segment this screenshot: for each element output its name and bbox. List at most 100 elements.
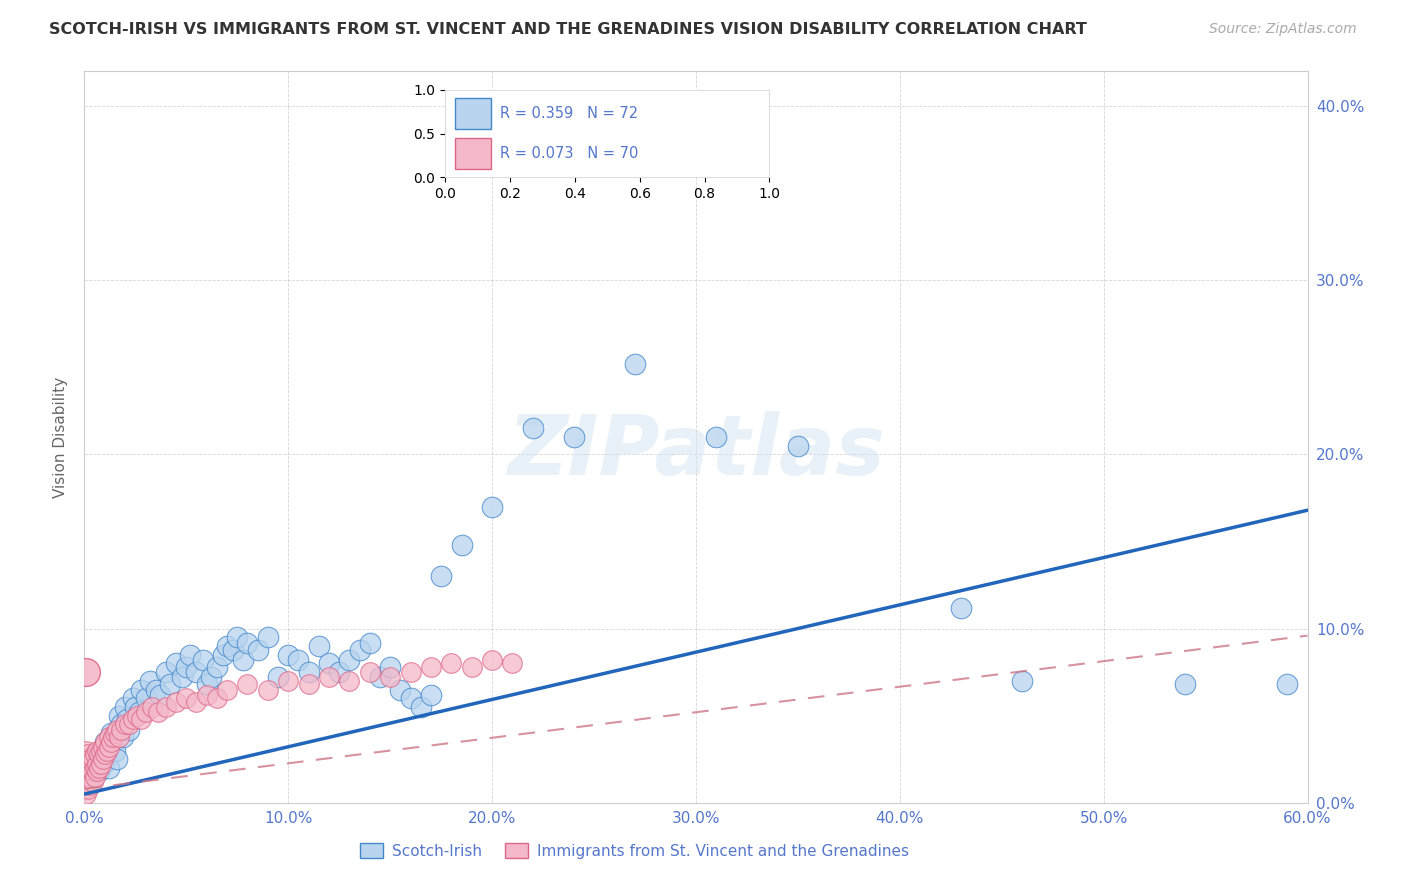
Point [114,700,136,714]
Point [318,657,340,671]
Point [430,569,453,583]
Point [114,717,136,731]
Point [110,717,132,731]
Text: SCOTCH-IRISH VS IMMIGRANTS FROM ST. VINCENT AND THE GRENADINES VISION DISABILITY: SCOTCH-IRISH VS IMMIGRANTS FROM ST. VINC… [49,22,1087,37]
Point [267,670,290,684]
Point [83,752,105,766]
Point [96,743,118,757]
Point [82,764,104,779]
Point [91,757,114,772]
Point [131,682,153,697]
Point [339,653,361,667]
Point [257,631,280,645]
Point [481,500,503,514]
Point [75,665,97,680]
Point [87,761,110,775]
Point [359,635,381,649]
Point [91,752,114,766]
Point [205,691,228,706]
Point [155,665,177,680]
Point [77,775,100,789]
Point [179,648,201,662]
Y-axis label: Vision Disability: Vision Disability [53,376,69,498]
Point [79,770,101,784]
Point [380,670,402,684]
Point [128,705,150,719]
Point [96,747,118,761]
Point [131,712,153,726]
Point [1174,677,1197,691]
Point [212,648,235,662]
Point [100,735,122,749]
Legend: Scotch-Irish, Immigrants from St. Vincent and the Grenadines: Scotch-Irish, Immigrants from St. Vincen… [354,837,915,864]
Point [97,730,120,744]
Point [83,761,105,775]
Point [172,670,194,684]
Point [389,682,412,697]
Point [105,752,128,766]
Point [79,778,101,792]
Point [440,657,463,671]
Point [217,682,239,697]
Point [236,677,259,691]
Point [298,677,321,691]
Point [624,357,647,371]
Point [339,673,361,688]
Point [174,691,197,706]
Point [277,648,299,662]
Point [191,653,214,667]
Point [420,660,443,674]
Point [82,752,104,766]
Point [298,665,321,680]
Point [77,781,100,796]
Point [236,635,259,649]
Point [138,673,160,688]
Point [75,778,97,792]
Point [86,743,108,757]
Point [246,642,269,657]
Point [79,761,101,775]
Point [93,735,115,749]
Point [101,730,124,744]
Point [115,712,138,726]
Point [222,642,245,657]
Point [97,761,120,775]
Point [359,665,381,680]
Point [86,757,108,772]
Point [502,657,524,671]
Point [141,700,163,714]
Point [205,660,228,674]
Point [124,700,146,714]
Point [159,677,181,691]
Point [308,639,330,653]
Point [1011,673,1033,688]
Point [349,642,371,657]
Point [90,757,112,772]
Point [232,653,254,667]
Point [75,761,97,775]
Point [79,752,101,766]
Point [135,705,157,719]
Point [97,740,120,755]
Point [75,787,97,801]
Point [409,700,432,714]
Point [77,764,100,779]
Point [195,688,218,702]
Point [93,747,115,761]
Point [83,770,105,784]
Text: ZIPatlas: ZIPatlas [508,411,884,492]
Point [82,775,104,789]
Point [122,691,145,706]
Point [86,764,108,779]
Point [328,665,350,680]
Point [118,717,141,731]
Point [75,752,97,766]
Point [101,735,124,749]
Point [399,665,422,680]
Point [950,600,973,615]
Point [226,631,249,645]
Point [87,747,110,761]
Point [104,743,127,757]
Point [217,639,239,653]
Point [104,726,127,740]
